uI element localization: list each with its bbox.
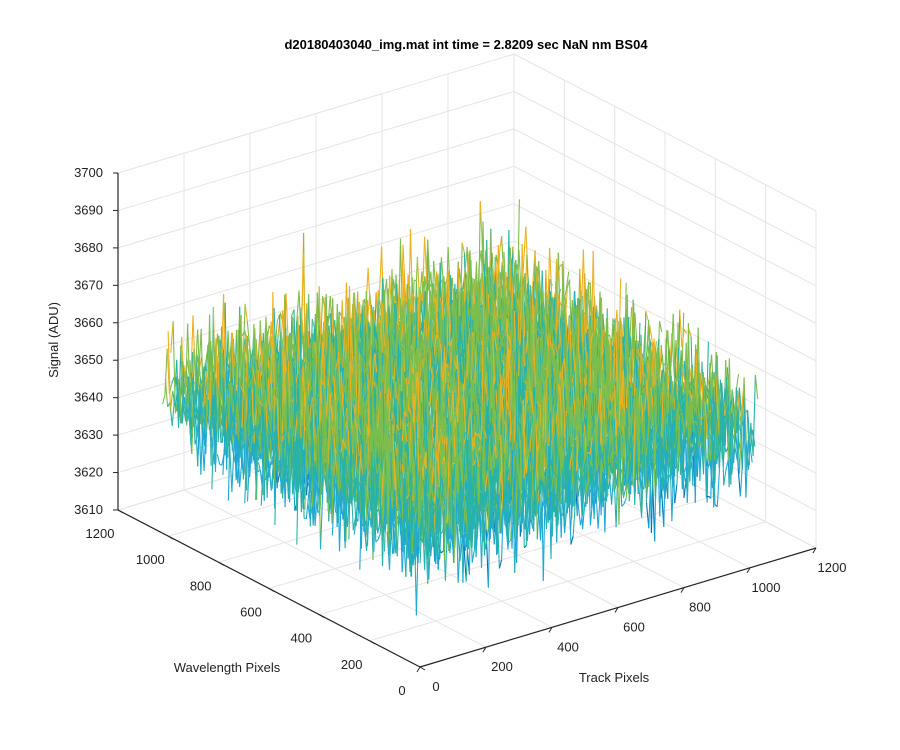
surface-segment <box>167 331 171 412</box>
surface-segment <box>185 377 189 422</box>
surface-segment <box>187 323 191 396</box>
grid-line <box>117 203 515 324</box>
surface-segment <box>247 339 252 353</box>
surface-segment <box>194 329 199 377</box>
surface-segment <box>461 242 465 254</box>
surface-segment <box>175 376 180 428</box>
surface-segment <box>392 279 397 294</box>
surface-segment <box>166 348 170 394</box>
surface-segment <box>186 358 190 374</box>
surface-segment <box>440 296 443 299</box>
surface-segment <box>183 358 188 395</box>
surface-segment <box>514 310 518 313</box>
grid-line <box>369 521 766 642</box>
surface-segment <box>164 379 169 407</box>
surface-segment <box>467 250 471 302</box>
surface-segment <box>195 369 199 424</box>
surface-segment <box>188 421 193 454</box>
grid-line <box>513 203 817 362</box>
surface-segment <box>424 236 428 284</box>
surface-segment <box>178 345 182 428</box>
surface-segment <box>178 389 182 423</box>
surface-segment <box>200 411 204 475</box>
surface-segment <box>522 226 527 265</box>
grid-line <box>513 91 817 249</box>
surface-segment <box>179 360 184 396</box>
surface-segment <box>216 454 221 465</box>
grid-line <box>513 128 817 287</box>
surface-segment <box>198 328 202 372</box>
grid-line <box>117 53 515 174</box>
surface-segment <box>171 376 175 385</box>
surface-segment <box>164 348 168 395</box>
surface-segment <box>502 331 505 334</box>
surface-segment <box>378 246 383 300</box>
surface-segment <box>162 394 166 405</box>
surface-segment <box>409 229 414 320</box>
grid-line <box>117 90 515 211</box>
surface-segment <box>172 321 176 414</box>
surface-segment <box>190 315 194 383</box>
surface-segment <box>169 391 174 412</box>
surface-segment <box>181 365 185 421</box>
surface-segment <box>186 409 191 422</box>
surface-segment <box>407 299 412 332</box>
surface-segment <box>367 268 371 308</box>
grid-line <box>117 165 515 286</box>
chart-title: d20180403040_img.mat int time = 2.8209 s… <box>284 37 648 52</box>
grid-line <box>513 240 817 399</box>
grid-line <box>513 53 817 212</box>
surface-segment <box>491 252 495 295</box>
surface-segment <box>285 293 289 344</box>
surface-segment <box>244 303 248 323</box>
surface-traces <box>162 199 759 616</box>
surface-segment <box>171 399 175 426</box>
surface-segment <box>274 321 278 350</box>
grid-line <box>117 128 515 249</box>
surface-segment <box>296 290 300 321</box>
grid-line <box>513 165 817 324</box>
surface-segment <box>466 252 470 292</box>
surface-segment <box>311 318 316 329</box>
